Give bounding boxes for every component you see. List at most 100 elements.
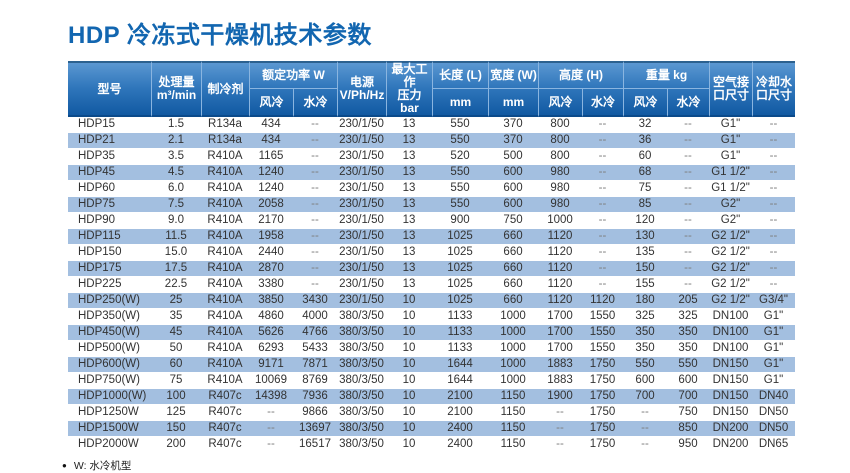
value-cell: 7.5	[151, 197, 201, 213]
col-header-width: 宽度 (W)	[488, 61, 539, 89]
value-cell: 850	[667, 421, 710, 437]
value-cell: 980	[538, 165, 583, 181]
value-cell: R134a	[201, 133, 249, 149]
value-cell: 13	[386, 213, 433, 229]
value-cell: R410A	[201, 293, 249, 309]
value-cell: 1133	[432, 309, 489, 325]
table-row: HDP150 15.0 R410A 2440 -- 230/1/50 13 1025 660 11…	[68, 245, 796, 261]
table-row: HDP15 1.5 R134a 434 -- 230/1/50 13 550 370 800 -- 3…	[68, 117, 796, 133]
model-cell: HDP750(W)	[68, 373, 151, 389]
value-cell: R410A	[201, 213, 249, 229]
value-cell: 1700	[538, 309, 583, 325]
table-row: HDP750(W) 75 R410A 10069 8769 380/3/50 10 1644 1…	[68, 373, 796, 389]
col-header-capacity: 处理量 m³/min	[151, 61, 201, 117]
value-cell: 2400	[432, 421, 489, 437]
value-cell: --	[667, 165, 710, 181]
value-cell: --	[667, 149, 710, 165]
value-cell: R410A	[201, 357, 249, 373]
value-cell: 230/1/50	[337, 213, 387, 229]
value-cell: 230/1/50	[337, 133, 387, 149]
value-cell: --	[752, 229, 796, 245]
value-cell: 120	[623, 213, 668, 229]
value-cell: 11.5	[151, 229, 201, 245]
value-cell: 600	[488, 181, 539, 197]
value-cell: --	[582, 181, 624, 197]
value-cell: 32	[623, 117, 668, 133]
value-cell: 200	[151, 437, 201, 453]
value-cell: --	[538, 405, 583, 421]
value-cell: 2.1	[151, 133, 201, 149]
value-cell: 1000	[488, 373, 539, 389]
value-cell: 135	[623, 245, 668, 261]
table-row: HDP35 3.5 R410A 1165 -- 230/1/50 13 520 500 800 --…	[68, 149, 796, 165]
subcol-power-air-cooled: 风冷	[249, 89, 293, 117]
value-cell: --	[582, 229, 624, 245]
value-cell: 370	[488, 117, 539, 133]
value-cell: 13	[386, 181, 433, 197]
value-cell: 325	[667, 309, 710, 325]
value-cell: 130	[623, 229, 668, 245]
value-cell: R410A	[201, 165, 249, 181]
subcol-height-air-cooled: 风冷	[538, 89, 583, 117]
value-cell: 68	[623, 165, 668, 181]
value-cell: R134a	[201, 117, 249, 133]
value-cell: 1750	[582, 421, 624, 437]
value-cell: 60	[623, 149, 668, 165]
value-cell: 700	[623, 389, 668, 405]
value-cell: 1958	[249, 229, 293, 245]
value-cell: 2400	[432, 437, 489, 453]
value-cell: G1"	[752, 309, 796, 325]
value-cell: 550	[623, 357, 668, 373]
col-header-air-port: 空气接 口尺寸	[709, 61, 753, 117]
value-cell: --	[293, 197, 338, 213]
value-cell: 350	[623, 341, 668, 357]
value-cell: 150	[151, 421, 201, 437]
value-cell: G1"	[709, 117, 753, 133]
value-cell: 6293	[249, 341, 293, 357]
value-cell: 85	[623, 197, 668, 213]
value-cell: 600	[667, 373, 710, 389]
value-cell: 660	[488, 245, 539, 261]
table-row: HDP45 4.5 R410A 1240 -- 230/1/50 13 550 600 980 --…	[68, 165, 796, 181]
value-cell: --	[752, 197, 796, 213]
value-cell: --	[582, 197, 624, 213]
value-cell: DN150	[709, 405, 753, 421]
value-cell: R410A	[201, 277, 249, 293]
value-cell: 230/1/50	[337, 229, 387, 245]
value-cell: 1000	[488, 325, 539, 341]
value-cell: G1"	[709, 149, 753, 165]
value-cell: DN50	[752, 421, 796, 437]
value-cell: 13	[386, 149, 433, 165]
value-cell: 550	[667, 357, 710, 373]
value-cell: R407c	[201, 421, 249, 437]
value-cell: 1025	[432, 229, 489, 245]
value-cell: --	[623, 437, 668, 453]
value-cell: 10	[386, 421, 433, 437]
value-cell: R410A	[201, 197, 249, 213]
value-cell: 4000	[293, 309, 338, 325]
subcol-power-water-cooled: 水冷	[293, 89, 338, 117]
bullet-icon: ●	[62, 460, 67, 470]
value-cell: 5433	[293, 341, 338, 357]
value-cell: 13	[386, 277, 433, 293]
value-cell: 800	[538, 133, 583, 149]
subcol-width-unit: mm	[488, 89, 539, 117]
value-cell: --	[293, 229, 338, 245]
value-cell: 180	[623, 293, 668, 309]
value-cell: 10	[386, 341, 433, 357]
value-cell: --	[582, 117, 624, 133]
value-cell: 550	[432, 117, 489, 133]
subcol-height-water-cooled: 水冷	[582, 89, 624, 117]
value-cell: --	[582, 245, 624, 261]
value-cell: 1120	[538, 245, 583, 261]
model-cell: HDP115	[68, 229, 151, 245]
value-cell: 230/1/50	[337, 165, 387, 181]
value-cell: --	[538, 437, 583, 453]
value-cell: 1240	[249, 181, 293, 197]
value-cell: G1"	[752, 341, 796, 357]
col-header-length: 长度 (L)	[432, 61, 489, 89]
value-cell: R410A	[201, 341, 249, 357]
value-cell: 4766	[293, 325, 338, 341]
table-row: HDP450(W) 45 R410A 5626 4766 380/3/50 10 1133 10…	[68, 325, 796, 341]
value-cell: 230/1/50	[337, 261, 387, 277]
